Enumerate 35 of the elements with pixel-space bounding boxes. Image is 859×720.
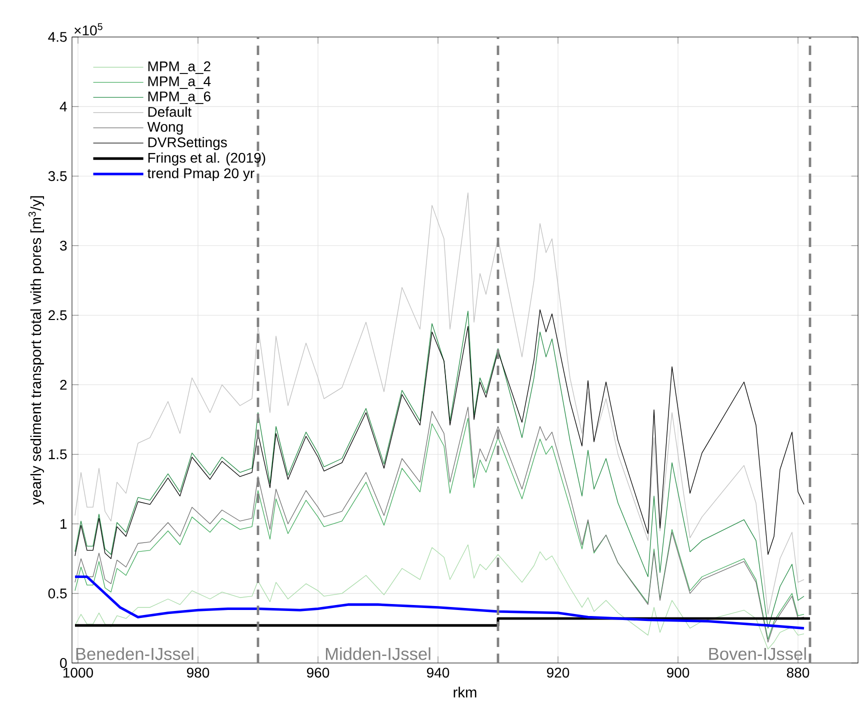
legend-label: trend Pmap 20 yr xyxy=(147,168,254,182)
x-tick-label: 880 xyxy=(786,668,810,678)
x-tick-label: 920 xyxy=(546,668,570,678)
annotation: Beneden-IJssel xyxy=(76,647,194,660)
x-tick-label: 980 xyxy=(186,668,210,678)
legend-label: Wong xyxy=(147,122,183,135)
y-tick-label: 2.5 xyxy=(48,310,67,320)
text: ×10$^{5}$ xyxy=(74,23,102,36)
y-tick-label: 4.5 xyxy=(48,32,67,42)
line-series xyxy=(74,575,806,630)
legend-label: DVRSettings xyxy=(148,137,227,150)
legend-label: MPM_a_2 xyxy=(148,61,210,74)
y-tick-label: 0.5 xyxy=(48,588,67,598)
x-tick-label: 940 xyxy=(426,668,450,678)
line-series xyxy=(74,310,804,629)
x-tick-label: 900 xyxy=(666,668,690,678)
legend-label: Frings et al. (2019) xyxy=(148,152,266,166)
y-tick-label: 2 xyxy=(60,380,67,390)
legend-label: Default xyxy=(148,106,192,117)
x-tick-label: 1000 xyxy=(63,668,94,678)
y-tick-label: 4 xyxy=(60,102,67,112)
y-tick-label: 1.5 xyxy=(48,449,67,460)
legend-label: MPM_a_6 xyxy=(148,91,210,104)
y-axis-title: yearly sediment transport total with pores [m$^{3}$/y] xyxy=(28,196,44,505)
line-series xyxy=(74,309,804,559)
line-series xyxy=(74,192,804,615)
annotation: Midden-IJssel xyxy=(326,647,430,660)
x-tick-label: 960 xyxy=(306,668,330,678)
legend-label: MPM_a_4 xyxy=(148,76,211,89)
x-axis-title: rkm xyxy=(454,686,476,698)
y-tick-label: 3.5 xyxy=(48,171,67,182)
y-tick-label: 3 xyxy=(60,240,67,251)
y-tick-label: 0 xyxy=(60,658,67,668)
y-tick-label: 1 xyxy=(60,519,67,529)
annotation: Boven-IJssel xyxy=(709,647,806,660)
